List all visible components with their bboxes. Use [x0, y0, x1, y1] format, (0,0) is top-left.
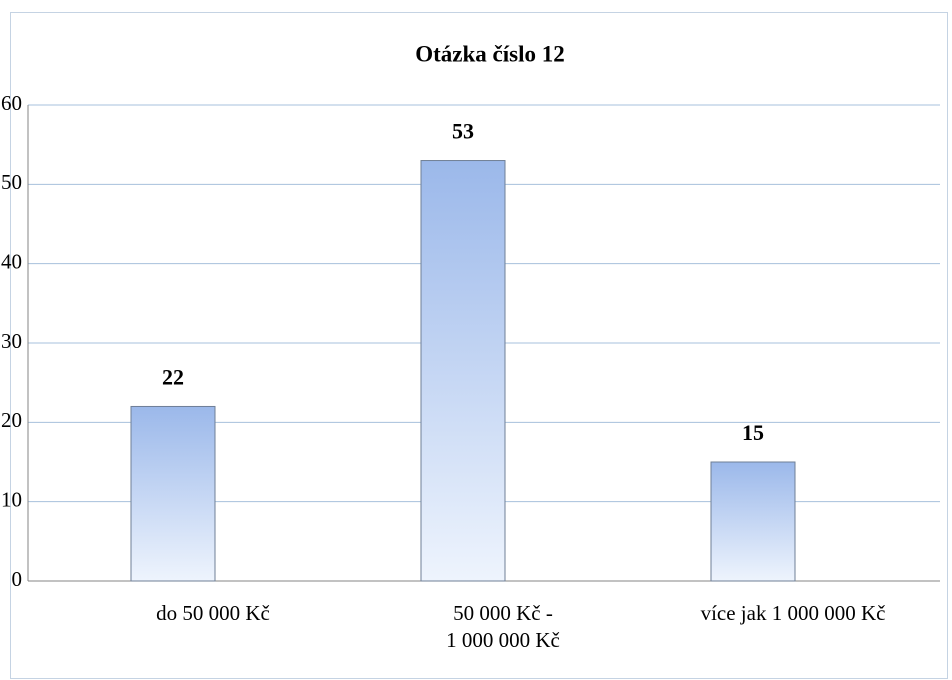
bar [130, 405, 216, 582]
chart-title: Otázka číslo 12 [415, 41, 565, 66]
y-tick-label: 60 [1, 91, 22, 115]
x-tick-label: do 50 000 Kč [156, 601, 270, 625]
y-tick-label: 10 [1, 487, 22, 511]
y-tick-label: 0 [12, 567, 23, 591]
y-tick-label: 50 [1, 170, 22, 194]
y-tick-label: 30 [1, 329, 22, 353]
chart-frame [10, 12, 948, 679]
bar [420, 160, 506, 582]
y-tick-label: 20 [1, 408, 22, 432]
data-label: 53 [452, 119, 474, 144]
data-label: 15 [742, 420, 764, 445]
y-tick-label: 40 [1, 249, 22, 273]
bar [710, 461, 796, 582]
x-tick-label: více jak 1 000 000 Kč [700, 601, 886, 625]
data-label: 22 [162, 365, 184, 390]
x-tick-label: 50 000 Kč - 1 000 000 Kč [446, 601, 560, 652]
